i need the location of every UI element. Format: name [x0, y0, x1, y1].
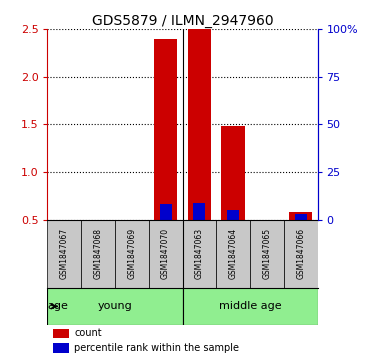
Bar [154, 38, 177, 220]
Text: age: age [48, 301, 69, 311]
Text: GSM1847065: GSM1847065 [262, 228, 272, 279]
Bar [216, 220, 250, 287]
Title: GDS5879 / ILMN_2947960: GDS5879 / ILMN_2947960 [92, 14, 273, 28]
Bar [250, 220, 284, 287]
Text: GSM1847068: GSM1847068 [93, 228, 103, 279]
Bar [227, 210, 239, 220]
Bar [182, 287, 318, 325]
Bar [47, 287, 182, 325]
Bar [284, 220, 318, 287]
Bar [53, 343, 69, 353]
Text: GSM1847063: GSM1847063 [195, 228, 204, 279]
Text: count: count [74, 329, 102, 338]
Text: GSM1847067: GSM1847067 [60, 228, 69, 279]
Bar [53, 329, 69, 338]
Bar [160, 204, 172, 220]
Bar [149, 220, 182, 287]
Text: GSM1847070: GSM1847070 [161, 228, 170, 279]
Bar [193, 203, 205, 220]
Text: GSM1847066: GSM1847066 [296, 228, 305, 279]
Bar [115, 220, 149, 287]
Bar [81, 220, 115, 287]
Bar [188, 8, 211, 220]
Bar [221, 126, 245, 220]
Bar [182, 220, 216, 287]
Text: young: young [97, 301, 132, 311]
Text: GSM1847064: GSM1847064 [228, 228, 238, 279]
Bar [289, 212, 312, 220]
Bar [47, 220, 81, 287]
Text: GSM1847069: GSM1847069 [127, 228, 137, 279]
Text: middle age: middle age [219, 301, 281, 311]
Text: percentile rank within the sample: percentile rank within the sample [74, 343, 239, 353]
Bar [295, 214, 307, 220]
